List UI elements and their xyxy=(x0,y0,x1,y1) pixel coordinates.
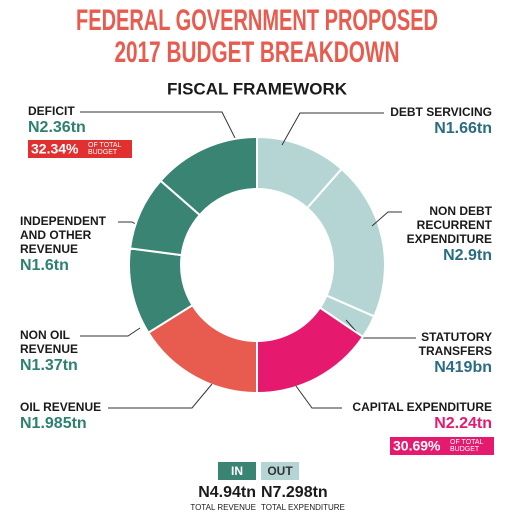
category-label: EXPENDITURE xyxy=(407,232,492,246)
total-caption: TOTAL REVENUE xyxy=(190,503,256,512)
category-label: TRANSFERS xyxy=(419,344,492,358)
value-label: N1.66tn xyxy=(434,120,492,137)
total-caption: TOTAL EXPENDITURE xyxy=(261,503,345,512)
value-label: N2.9tn xyxy=(443,247,492,264)
chart-title: FEDERAL GOVERNMENT PROPOSED xyxy=(76,4,438,37)
category-label: NON OIL xyxy=(20,328,70,342)
value-label: N2.36tn xyxy=(28,119,86,136)
leader-line xyxy=(80,111,236,139)
value-label: N2.24tn xyxy=(434,415,492,432)
share-label: 30.69% xyxy=(393,438,441,454)
category-label: RECURRENT xyxy=(417,218,493,232)
category-label: NON DEBT xyxy=(429,204,492,218)
value-label: N419bn xyxy=(434,359,492,376)
leader-line xyxy=(281,112,384,146)
share-note: BUDGET xyxy=(88,149,118,156)
share-box xyxy=(390,437,494,455)
category-label: REVENUE xyxy=(20,242,78,256)
legend-swatch xyxy=(261,462,299,480)
category-label: CAPITAL EXPENDITURE xyxy=(352,400,492,414)
donut-segment xyxy=(256,306,365,395)
share-note: OF TOTAL xyxy=(88,142,122,149)
legend-label: OUT xyxy=(267,464,293,478)
total-value: N7.298tn xyxy=(261,484,328,501)
leader-line xyxy=(80,327,141,337)
value-label: N1.37tn xyxy=(20,357,78,374)
category-label: OIL REVENUE xyxy=(20,400,101,414)
category-label: STATUTORY xyxy=(421,330,492,344)
category-label: DEBT SERVICING xyxy=(390,105,492,119)
chart-title: 2017 BUDGET BREAKDOWN xyxy=(115,36,400,69)
chart-subtitle: FISCAL FRAMEWORK xyxy=(167,79,348,98)
category-label: DEFICIT xyxy=(28,104,75,118)
leader-line xyxy=(108,383,213,409)
category-label: AND OTHER xyxy=(20,228,92,242)
legend-swatch xyxy=(218,462,256,480)
value-label: N1.6tn xyxy=(20,257,69,274)
leader-line xyxy=(295,385,342,409)
legend-label: IN xyxy=(231,464,243,478)
category-label: REVENUE xyxy=(20,342,78,356)
share-note: OF TOTAL xyxy=(450,439,484,446)
category-label: INDEPENDENT xyxy=(20,214,107,228)
value-label: N1.985tn xyxy=(20,415,87,432)
share-box xyxy=(28,140,132,158)
total-value: N4.94tn xyxy=(198,484,256,501)
share-label: 32.34% xyxy=(31,141,79,157)
share-note: BUDGET xyxy=(450,446,480,453)
leader-line xyxy=(371,211,402,227)
